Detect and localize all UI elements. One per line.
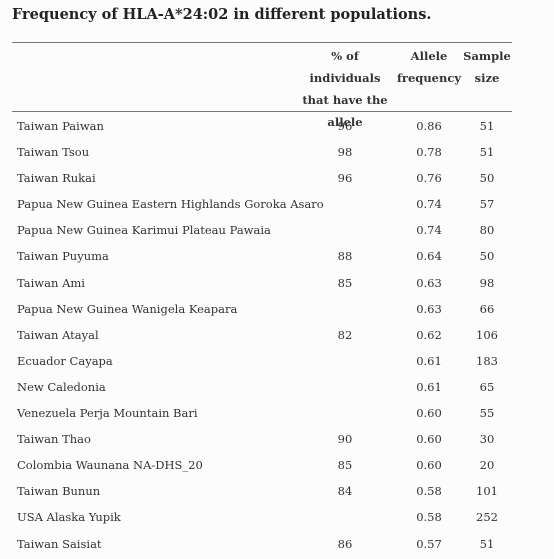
column-header-line: allele — [327, 115, 363, 129]
sample-size-cell: 66 — [479, 301, 495, 316]
allele-frequency-cell: 0.64 — [416, 249, 442, 264]
population-cell: Taiwan Rukai — [17, 171, 96, 186]
percent-individuals-cell: 85 — [337, 275, 353, 290]
population-cell: Papua New Guinea Wanigela Keapara — [17, 301, 238, 316]
population-cell: New Caledonia — [17, 379, 106, 394]
allele-frequency-cell: 0.60 — [416, 432, 442, 447]
sample-size-cell: 80 — [479, 223, 495, 238]
population-cell: Taiwan Saisiat — [17, 536, 102, 551]
allele-frequency-cell: 0.60 — [416, 406, 442, 421]
percent-individuals-cell: 85 — [337, 458, 353, 473]
sample-size-cell: 50 — [479, 171, 495, 186]
column-header-percent-individuals: % of individuals that have the allele — [296, 45, 394, 133]
sample-size-cell: 55 — [479, 406, 495, 421]
sample-size-cell: 50 — [479, 249, 495, 264]
sample-size-cell: 101 — [476, 484, 498, 499]
table-row: Taiwan Rukai 96 0.76 50 — [0, 165, 554, 191]
column-header-line: Sample — [463, 49, 511, 63]
table-row: Colombia Waunana NA-DHS_20 85 0.60 20 — [0, 452, 554, 478]
allele-frequency-cell: 0.61 — [416, 379, 442, 394]
population-cell: Venezuela Perja Mountain Bari — [17, 406, 198, 421]
sample-size-cell: 51 — [479, 536, 495, 551]
sample-size-cell: 20 — [479, 458, 495, 473]
allele-frequency-cell: 0.62 — [416, 327, 442, 342]
population-cell: Papua New Guinea Eastern Highlands Gorok… — [17, 197, 324, 212]
population-cell: Taiwan Paiwan — [17, 119, 104, 133]
table-row: New Caledonia 0.61 65 — [0, 374, 554, 400]
percent-individuals-cell: 84 — [337, 484, 353, 499]
population-cell: Taiwan Bunun — [17, 484, 101, 499]
allele-frequency-cell: 0.78 — [416, 145, 442, 160]
column-header-line: % of individuals — [309, 49, 381, 85]
population-cell: Taiwan Puyuma — [17, 249, 109, 264]
table-row: Taiwan Atayal 82 0.62 106 — [0, 322, 554, 348]
table-row: Ecuador Cayapa 0.61 183 — [0, 348, 554, 374]
population-cell: Taiwan Ami — [17, 275, 85, 290]
population-cell: USA Alaska Yupik — [17, 510, 121, 525]
percent-individuals-cell: 86 — [337, 536, 353, 551]
allele-frequency-cell: 0.57 — [416, 536, 442, 551]
percent-individuals-cell: 98 — [337, 145, 353, 160]
percent-individuals-cell: 96 — [337, 119, 353, 133]
column-header-line: that have the — [302, 93, 388, 107]
population-cell: Papua New Guinea Karimui Plateau Pawaia — [17, 223, 271, 238]
table-row: Taiwan Puyuma 88 0.64 50 — [0, 243, 554, 269]
table-row: USA Alaska Yupik 0.58 252 — [0, 504, 554, 530]
allele-frequency-cell: 0.58 — [416, 510, 442, 525]
percent-individuals-cell: 96 — [337, 171, 353, 186]
percent-individuals-cell: 90 — [337, 432, 353, 447]
population-cell: Ecuador Cayapa — [17, 353, 113, 368]
column-header-line: frequency — [396, 71, 462, 85]
column-header-sample-size: Sample size — [462, 45, 512, 89]
column-header-line: Allele — [410, 49, 448, 63]
table-row: Papua New Guinea Wanigela Keapara 0.63 66 — [0, 296, 554, 322]
table-row: Taiwan Saisiat 86 0.57 51 — [0, 531, 554, 557]
allele-frequency-cell: 0.86 — [416, 119, 442, 133]
allele-frequency-cell: 0.63 — [416, 301, 442, 316]
table-row: Papua New Guinea Eastern Highlands Gorok… — [0, 191, 554, 217]
sample-size-cell: 183 — [476, 353, 498, 368]
allele-frequency-cell: 0.74 — [416, 197, 442, 212]
allele-frequency-cell: 0.61 — [416, 353, 442, 368]
percent-individuals-cell: 82 — [337, 327, 353, 342]
table-row: Venezuela Perja Mountain Bari 0.60 55 — [0, 400, 554, 426]
table-top-rule — [12, 42, 512, 43]
table-row: Papua New Guinea Karimui Plateau Pawaia 0… — [0, 217, 554, 243]
allele-frequency-cell: 0.58 — [416, 484, 442, 499]
sample-size-cell: 252 — [476, 510, 498, 525]
column-header-allele-frequency: Allele frequency — [396, 45, 462, 89]
table-body: Taiwan Paiwan 96 0.86 51 Taiwan Tsou 98 0.78 51… — [0, 113, 554, 557]
allele-frequency-cell: 0.63 — [416, 275, 442, 290]
allele-frequency-cell: 0.74 — [416, 223, 442, 238]
table-row: Taiwan Paiwan 96 0.86 51 — [0, 113, 554, 139]
sample-size-cell: 30 — [479, 432, 495, 447]
sample-size-cell: 51 — [479, 145, 495, 160]
allele-frequency-cell: 0.60 — [416, 458, 442, 473]
table-row: Taiwan Tsou 98 0.78 51 — [0, 139, 554, 165]
sample-size-cell: 106 — [476, 327, 498, 342]
population-cell: Colombia Waunana NA-DHS_20 — [17, 458, 203, 473]
table-row: Taiwan Thao 90 0.60 30 — [0, 426, 554, 452]
population-cell: Taiwan Thao — [17, 432, 91, 447]
table-header-rule — [12, 111, 512, 112]
population-cell: Taiwan Tsou — [17, 145, 90, 160]
column-header-line: size — [474, 71, 500, 85]
sample-size-cell: 65 — [479, 379, 495, 394]
table-title: Frequency of HLA-A*24:02 in different po… — [12, 6, 432, 23]
sample-size-cell: 98 — [479, 275, 495, 290]
sample-size-cell: 51 — [479, 119, 495, 133]
table-row: Taiwan Bunun 84 0.58 101 — [0, 478, 554, 504]
percent-individuals-cell: 88 — [337, 249, 353, 264]
allele-frequency-cell: 0.76 — [416, 171, 442, 186]
table-row: Taiwan Ami 85 0.63 98 — [0, 270, 554, 296]
sample-size-cell: 57 — [479, 197, 495, 212]
population-cell: Taiwan Atayal — [17, 327, 99, 342]
